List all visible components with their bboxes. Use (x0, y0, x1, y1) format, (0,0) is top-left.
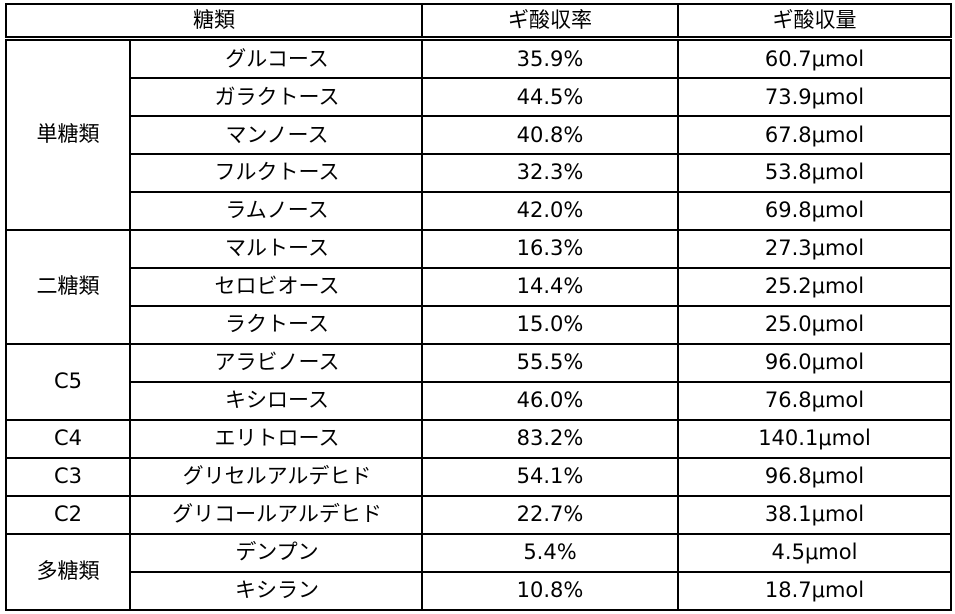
group-label: C5 (6, 344, 130, 420)
sugar-name-cell: ラクトース (130, 306, 422, 344)
table-header: 糖類 ギ酸収率 ギ酸収量 (6, 4, 951, 39)
sugar-name-cell: デンプン (130, 534, 422, 572)
yield-amount-cell: 27.3μmol (678, 230, 951, 268)
group-label: C2 (6, 496, 130, 534)
table-row: C5アラビノース55.5%96.0μmol (6, 344, 951, 382)
sugar-name-cell: マンノース (130, 116, 422, 154)
yield-amount-cell: 140.1μmol (678, 420, 951, 458)
yield-rate-cell: 54.1% (422, 458, 678, 496)
yield-amount-cell: 25.0μmol (678, 306, 951, 344)
sugar-name-cell: グルコース (130, 39, 422, 79)
group-label: C4 (6, 420, 130, 458)
table-body: 単糖類グルコース35.9%60.7μmolガラクトース44.5%73.9μmol… (6, 39, 951, 611)
yield-amount-cell: 25.2μmol (678, 268, 951, 306)
header-yield-amount: ギ酸収量 (678, 4, 951, 39)
yield-rate-cell: 44.5% (422, 78, 678, 116)
yield-amount-cell: 18.7μmol (678, 572, 951, 610)
table-row: キシロース46.0%76.8μmol (6, 382, 951, 420)
yield-rate-cell: 46.0% (422, 382, 678, 420)
yield-rate-cell: 35.9% (422, 39, 678, 79)
group-label: 二糖類 (6, 230, 130, 344)
sugar-name-cell: セロビオース (130, 268, 422, 306)
table-row: セロビオース14.4%25.2μmol (6, 268, 951, 306)
sugar-name-cell: ラムノース (130, 192, 422, 230)
header-sugar: 糖類 (6, 4, 422, 39)
yield-rate-cell: 55.5% (422, 344, 678, 382)
yield-amount-cell: 53.8μmol (678, 154, 951, 192)
table-row: C4エリトロース83.2%140.1μmol (6, 420, 951, 458)
header-row: 糖類 ギ酸収率 ギ酸収量 (6, 4, 951, 39)
table-row: C2グリコールアルデヒド22.7%38.1μmol (6, 496, 951, 534)
sugar-name-cell: キシロース (130, 382, 422, 420)
sugar-name-cell: キシラン (130, 572, 422, 610)
yield-rate-cell: 42.0% (422, 192, 678, 230)
group-label: 多糖類 (6, 534, 130, 610)
table-row: C3グリセルアルデヒド54.1%96.8μmol (6, 458, 951, 496)
yield-amount-cell: 69.8μmol (678, 192, 951, 230)
group-label: 単糖類 (6, 39, 130, 230)
table-row: ラムノース42.0%69.8μmol (6, 192, 951, 230)
yield-rate-cell: 16.3% (422, 230, 678, 268)
formic-acid-yield-table-container: 糖類 ギ酸収率 ギ酸収量 単糖類グルコース35.9%60.7μmolガラクトース… (5, 3, 950, 611)
yield-amount-cell: 38.1μmol (678, 496, 951, 534)
table-row: 二糖類マルトース16.3%27.3μmol (6, 230, 951, 268)
sugar-name-cell: グリセルアルデヒド (130, 458, 422, 496)
table-row: マンノース40.8%67.8μmol (6, 116, 951, 154)
yield-rate-cell: 32.3% (422, 154, 678, 192)
sugar-name-cell: フルクトース (130, 154, 422, 192)
yield-amount-cell: 76.8μmol (678, 382, 951, 420)
yield-amount-cell: 60.7μmol (678, 39, 951, 79)
yield-rate-cell: 22.7% (422, 496, 678, 534)
header-yield-rate: ギ酸収率 (422, 4, 678, 39)
yield-amount-cell: 4.5μmol (678, 534, 951, 572)
yield-rate-cell: 10.8% (422, 572, 678, 610)
yield-rate-cell: 5.4% (422, 534, 678, 572)
sugar-name-cell: ガラクトース (130, 78, 422, 116)
group-label: C3 (6, 458, 130, 496)
sugar-name-cell: アラビノース (130, 344, 422, 382)
yield-amount-cell: 67.8μmol (678, 116, 951, 154)
yield-amount-cell: 73.9μmol (678, 78, 951, 116)
table-row: 単糖類グルコース35.9%60.7μmol (6, 39, 951, 79)
sugar-name-cell: マルトース (130, 230, 422, 268)
formic-acid-yield-table: 糖類 ギ酸収率 ギ酸収量 単糖類グルコース35.9%60.7μmolガラクトース… (5, 3, 952, 611)
yield-rate-cell: 15.0% (422, 306, 678, 344)
sugar-name-cell: エリトロース (130, 420, 422, 458)
yield-rate-cell: 40.8% (422, 116, 678, 154)
table-row: 多糖類デンプン5.4%4.5μmol (6, 534, 951, 572)
yield-amount-cell: 96.0μmol (678, 344, 951, 382)
sugar-name-cell: グリコールアルデヒド (130, 496, 422, 534)
table-row: キシラン10.8%18.7μmol (6, 572, 951, 610)
table-row: フルクトース32.3%53.8μmol (6, 154, 951, 192)
table-row: ラクトース15.0%25.0μmol (6, 306, 951, 344)
yield-rate-cell: 14.4% (422, 268, 678, 306)
yield-rate-cell: 83.2% (422, 420, 678, 458)
yield-amount-cell: 96.8μmol (678, 458, 951, 496)
table-row: ガラクトース44.5%73.9μmol (6, 78, 951, 116)
